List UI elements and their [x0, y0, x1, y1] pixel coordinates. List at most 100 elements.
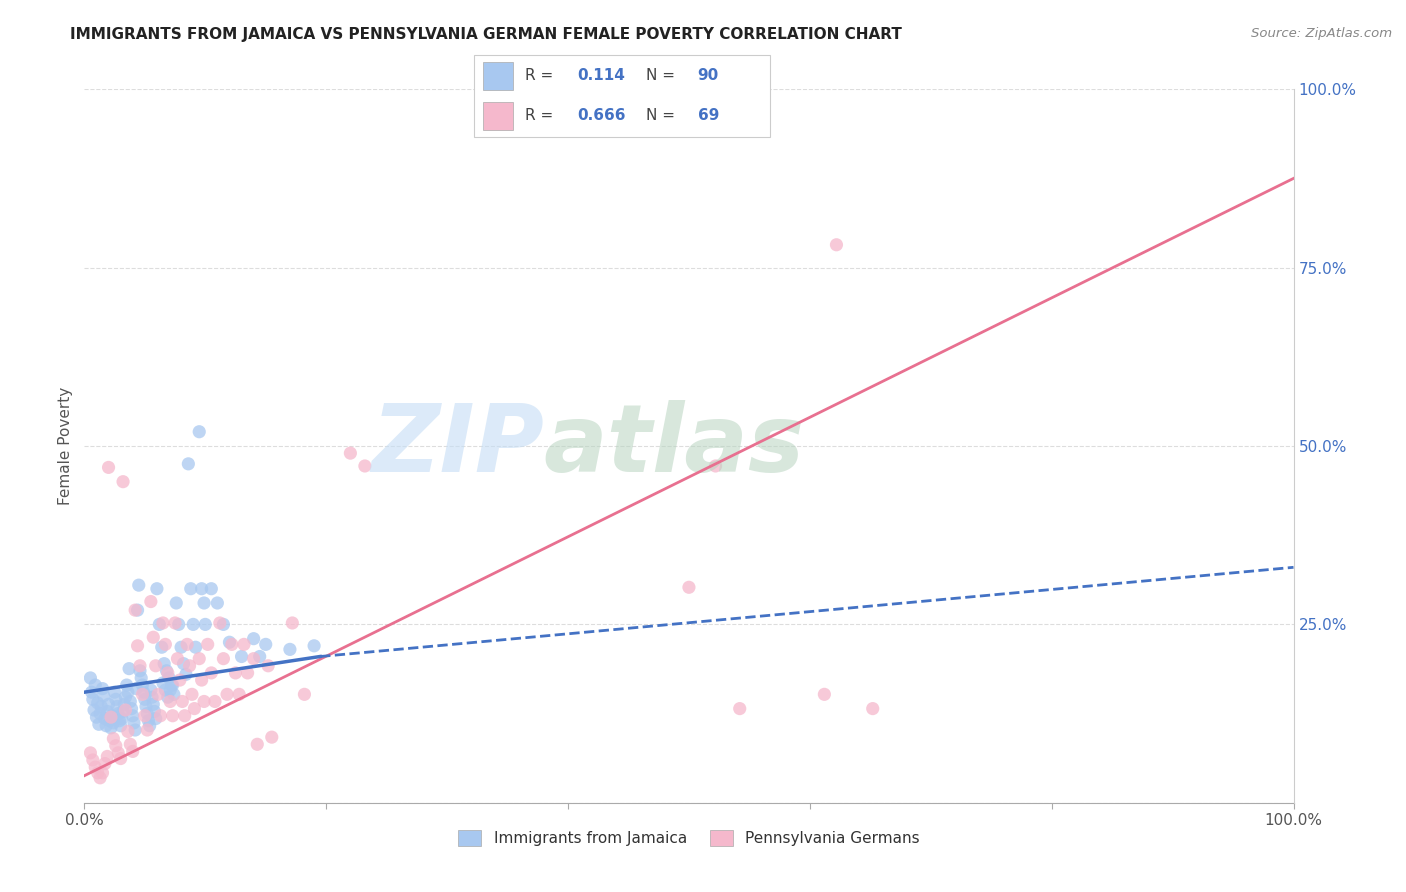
Point [162, 708, 184, 723]
Point [157, 671, 180, 685]
Point [188, 651, 211, 665]
Point [163, 687, 186, 701]
Point [242, 632, 264, 646]
Point [167, 617, 190, 632]
Point [86, 696, 108, 710]
Point [152, 676, 174, 690]
Point [84, 678, 107, 692]
Point [179, 658, 201, 673]
Point [127, 639, 149, 653]
Point [98, 714, 121, 728]
Point [94, 756, 117, 771]
Point [84, 760, 107, 774]
Point [142, 630, 165, 644]
Point [174, 667, 197, 681]
Point [108, 714, 131, 728]
Text: 90: 90 [697, 68, 718, 83]
Point [104, 692, 127, 706]
Point [678, 580, 700, 594]
Point [115, 678, 138, 692]
Point [129, 664, 152, 678]
Point [155, 637, 177, 651]
Point [112, 705, 135, 719]
Text: IMMIGRANTS FROM JAMAICA VS PENNSYLVANIA GERMAN FEMALE POVERTY CORRELATION CHART: IMMIGRANTS FROM JAMAICA VS PENNSYLVANIA … [70, 27, 903, 42]
Point [173, 657, 195, 671]
Point [131, 678, 153, 692]
Point [89, 771, 111, 785]
Point [94, 712, 117, 726]
Point [107, 746, 129, 760]
Point [128, 578, 150, 592]
Point [170, 640, 193, 655]
Point [180, 582, 202, 596]
Text: atlas: atlas [544, 400, 806, 492]
Point [193, 694, 215, 708]
Bar [484, 102, 513, 130]
Point [184, 640, 207, 655]
Point [103, 731, 125, 746]
Point [117, 724, 139, 739]
Point [145, 658, 167, 673]
Point [100, 710, 122, 724]
Text: Source: ZipAtlas.com: Source: ZipAtlas.com [1251, 27, 1392, 40]
Point [124, 603, 146, 617]
Point [100, 721, 122, 735]
Point [139, 683, 162, 698]
Point [79, 671, 101, 685]
Point [82, 753, 104, 767]
Point [111, 712, 134, 726]
Point [125, 681, 148, 696]
Point [152, 615, 174, 630]
Point [246, 737, 269, 751]
Point [93, 689, 115, 703]
Point [215, 687, 238, 701]
Point [104, 739, 127, 753]
Point [148, 617, 170, 632]
Point [94, 719, 117, 733]
Point [177, 457, 200, 471]
Point [156, 665, 179, 680]
Point [165, 615, 187, 630]
Point [86, 765, 108, 780]
Point [166, 651, 188, 665]
Point [141, 690, 163, 705]
Point [127, 603, 149, 617]
Point [114, 703, 136, 717]
Point [96, 749, 118, 764]
Point [181, 617, 204, 632]
Point [101, 708, 124, 723]
Point [131, 687, 153, 701]
Point [82, 692, 104, 706]
Point [208, 615, 231, 630]
Point [112, 475, 135, 489]
Point [176, 637, 198, 651]
Bar [484, 62, 513, 90]
Point [190, 582, 212, 596]
Point [193, 596, 215, 610]
Point [80, 685, 103, 699]
Point [188, 425, 211, 439]
Point [134, 692, 156, 706]
Text: R =: R = [526, 108, 558, 123]
Point [200, 665, 222, 680]
Point [302, 639, 325, 653]
Point [165, 596, 187, 610]
Point [150, 640, 173, 655]
Point [139, 594, 162, 608]
Point [110, 751, 132, 765]
Point [172, 694, 194, 708]
Point [79, 746, 101, 760]
Point [155, 683, 177, 698]
Point [728, 701, 751, 715]
Point [278, 642, 301, 657]
Text: 0.666: 0.666 [576, 108, 626, 123]
Point [107, 706, 129, 721]
Point [120, 737, 142, 751]
Point [135, 699, 157, 714]
Point [134, 708, 156, 723]
Legend: Immigrants from Jamaica, Pennsylvania Germans: Immigrants from Jamaica, Pennsylvania Ge… [453, 824, 925, 852]
Point [181, 687, 204, 701]
Point [142, 698, 165, 712]
Point [153, 657, 176, 671]
Point [91, 681, 114, 696]
